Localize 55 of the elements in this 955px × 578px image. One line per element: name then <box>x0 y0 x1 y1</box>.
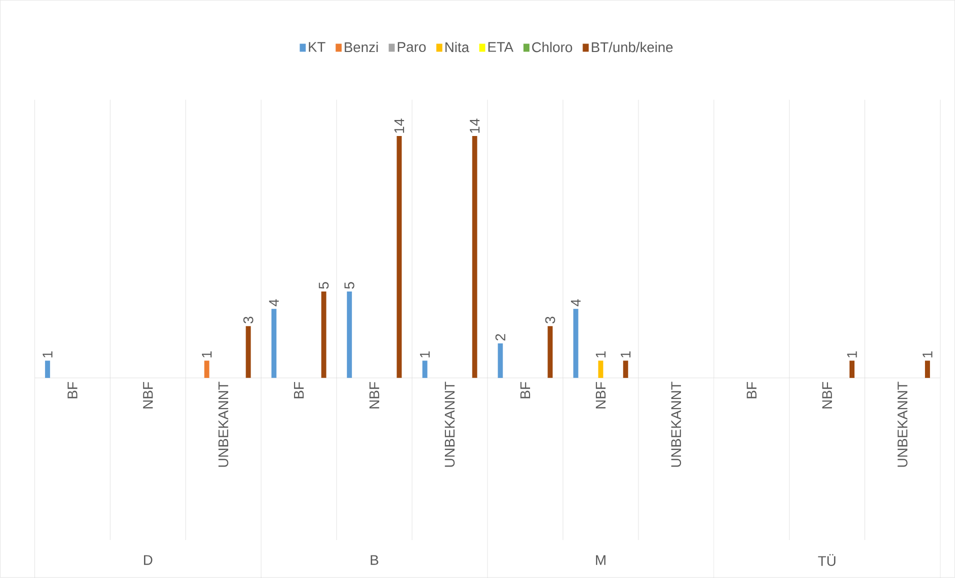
bar <box>548 326 553 378</box>
text: TÜ <box>818 554 836 566</box>
bar <box>321 291 326 378</box>
x-tick-label: NBF <box>596 382 606 408</box>
legend-label: BT/unb/keine <box>592 42 673 52</box>
bar <box>472 136 478 378</box>
bar <box>850 360 855 378</box>
bar <box>422 360 428 378</box>
data-label: 2 <box>495 334 506 340</box>
x-tick-label: NBF <box>143 382 153 408</box>
x-tick-label: UNBEKANNT <box>898 382 908 467</box>
bar <box>623 360 628 378</box>
data-label: 1 <box>922 351 932 358</box>
data-label: 1 <box>847 351 857 358</box>
text: D <box>144 555 152 565</box>
x-tick-label: BF <box>68 382 78 398</box>
x-tick-label: BF <box>294 382 304 398</box>
data-label: 1 <box>620 351 630 358</box>
data-label: 5 <box>344 282 354 289</box>
data-label: 5 <box>318 282 329 289</box>
bar <box>246 326 251 378</box>
bar <box>45 360 50 378</box>
data-label: 14 <box>394 118 404 133</box>
data-label: 1 <box>596 351 606 358</box>
bar <box>573 308 578 378</box>
x-tick-label: BF <box>746 382 756 398</box>
text: B <box>370 555 378 565</box>
legend-label: Benzi <box>344 42 378 52</box>
x-tick-label: NBF <box>822 382 832 408</box>
data-label: 1 <box>202 351 212 358</box>
data-label: 1 <box>420 351 430 358</box>
x-tick-label: UNBEKANNT <box>444 382 455 467</box>
bar <box>924 360 930 378</box>
bar <box>271 308 276 378</box>
data-label: 4 <box>570 299 581 306</box>
legend-label: Chloro <box>532 42 572 52</box>
legend-label: Paro <box>398 42 426 52</box>
data-label: 14 <box>470 118 480 133</box>
bar <box>396 136 402 378</box>
x-tick-label: UNBEKANNT <box>671 382 682 467</box>
data-label: 4 <box>269 299 279 306</box>
data-label: 1 <box>42 351 52 358</box>
legend-label: Nita <box>445 42 470 52</box>
data-label: 3 <box>545 316 556 324</box>
legend-label: KT <box>308 42 326 52</box>
legend-label: ETA <box>488 42 514 52</box>
data-label: 3 <box>243 316 254 324</box>
bar <box>498 343 503 378</box>
text: M <box>596 555 606 565</box>
x-tick-label: UNBEKANNT <box>218 382 228 467</box>
bar <box>598 360 604 378</box>
bar <box>204 360 210 378</box>
bar <box>346 291 352 378</box>
x-tick-label: NBF <box>370 382 380 408</box>
x-tick-label: BF <box>520 382 530 398</box>
